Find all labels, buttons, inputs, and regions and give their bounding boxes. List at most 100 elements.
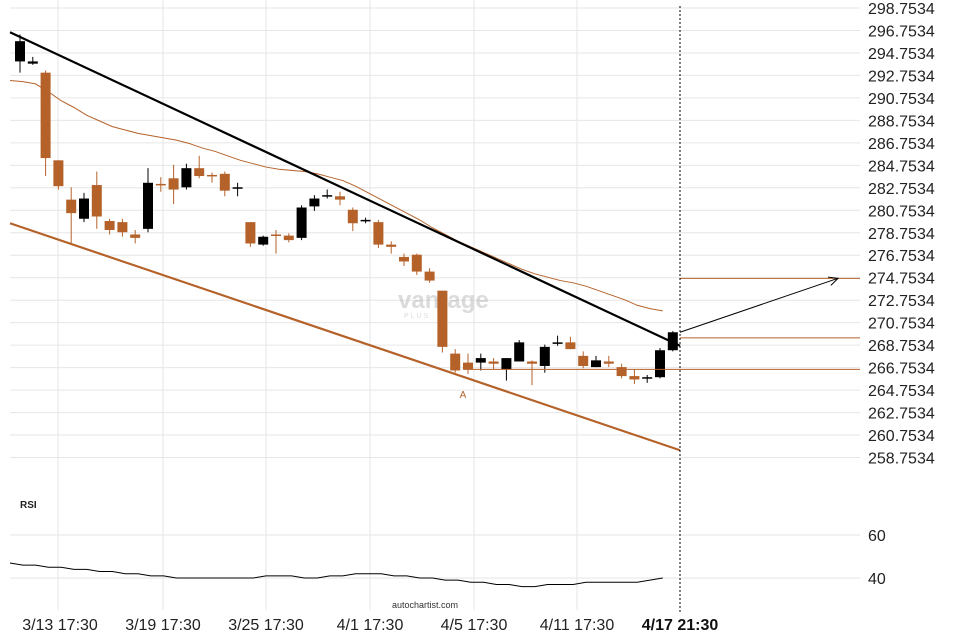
rsi-panel — [9, 562, 663, 588]
y-tick-label: 284.7534 — [868, 158, 935, 175]
candle-body — [104, 221, 115, 230]
candle-body — [207, 174, 217, 177]
candle-body — [488, 361, 499, 364]
candle-body — [40, 72, 51, 159]
x-tick-label: 3/13 17:30 — [22, 617, 98, 634]
candle — [155, 177, 166, 192]
candle-body — [245, 222, 256, 244]
candle — [437, 290, 448, 353]
candle — [143, 168, 153, 233]
candle-body — [155, 183, 166, 186]
candle-body — [168, 178, 179, 190]
candle-body — [283, 235, 294, 241]
y-tick-label: 298.7534 — [868, 1, 935, 18]
candle — [347, 207, 358, 232]
y-tick-label: 296.7534 — [868, 23, 935, 40]
candle-body — [219, 173, 230, 191]
candle — [283, 233, 294, 243]
y-tick-label: 264.7534 — [868, 383, 935, 400]
x-tick-label: 4/1 17:30 — [337, 617, 404, 634]
candle-body — [181, 168, 192, 188]
candle-body — [194, 168, 205, 177]
forecast-arrow — [679, 277, 839, 333]
candle — [578, 351, 589, 369]
moving-average-line — [9, 80, 663, 312]
candle — [271, 229, 281, 254]
y-tick-label: 292.7534 — [868, 68, 935, 85]
candle-body — [66, 199, 77, 214]
watermark-subtext: PLUS — [404, 313, 430, 320]
point-label-a: A — [460, 390, 467, 401]
candle-body — [79, 198, 89, 219]
candle-body — [655, 350, 665, 378]
time-axis: 3/13 17:30 3/19 17:30 3/25 17:30 4/1 17:30 4… — [22, 617, 614, 634]
candle-body — [232, 187, 243, 189]
candle-body — [322, 195, 333, 197]
y-tick-label: 276.7534 — [868, 248, 935, 265]
candle — [207, 172, 217, 183]
candle-body — [552, 342, 563, 344]
candle-body — [347, 209, 358, 224]
x-tick-label: 4/5 17:30 — [441, 617, 508, 634]
candle — [450, 349, 461, 373]
candle — [27, 56, 38, 65]
candle — [411, 253, 422, 275]
candle — [424, 268, 435, 283]
y-tick-label: 278.7534 — [868, 226, 935, 243]
y-tick-label: 262.7534 — [868, 406, 935, 423]
candle — [322, 189, 333, 199]
y-tick-label: 274.7534 — [868, 271, 935, 288]
candle-body — [514, 342, 525, 362]
candle — [66, 187, 77, 244]
candle — [15, 34, 25, 73]
candle-body — [335, 196, 345, 200]
y-tick-label: 258.7534 — [868, 451, 935, 468]
candle — [655, 347, 665, 379]
candle-body — [271, 234, 281, 236]
rsi-line — [9, 562, 663, 588]
candle — [527, 360, 537, 386]
candle-body — [296, 207, 307, 238]
candle — [168, 164, 179, 205]
y-tick-label: 282.7534 — [868, 181, 935, 198]
candle-body — [411, 254, 422, 272]
upper-trend-line — [9, 31, 681, 347]
candle-body — [475, 358, 486, 363]
candle — [296, 205, 307, 241]
current-time-label: 4/17 21:30 — [642, 617, 719, 634]
candle-body — [463, 362, 473, 370]
forecast-arrow-head — [828, 276, 840, 286]
candle-body — [360, 219, 371, 222]
candle-body — [424, 271, 435, 281]
candle — [104, 218, 115, 235]
y-tick-label: 280.7534 — [868, 203, 935, 220]
rsi-label: RSI — [20, 500, 37, 511]
candle-body — [527, 361, 537, 364]
candle — [245, 222, 256, 247]
candle-body — [143, 182, 153, 229]
candle — [642, 374, 653, 383]
candle — [667, 331, 678, 352]
candle-body — [501, 358, 512, 370]
y-tick-label: 294.7534 — [868, 46, 935, 63]
candle — [130, 229, 141, 244]
candle — [309, 195, 320, 211]
y-tick-label: 268.7534 — [868, 338, 935, 355]
candle-body — [578, 355, 589, 366]
candle — [475, 353, 486, 371]
y-tick-label: 272.7534 — [868, 293, 935, 310]
candle — [552, 335, 563, 346]
candle-body — [399, 256, 409, 262]
candle — [488, 358, 499, 370]
candle — [514, 340, 525, 362]
candle-body — [603, 361, 614, 364]
candle-body — [591, 360, 601, 368]
candle — [91, 171, 102, 229]
candle — [40, 70, 51, 177]
y-tick-label: 290.7534 — [868, 91, 935, 108]
y-tick-label: 286.7534 — [868, 136, 935, 153]
attribution: autochartist.com — [392, 600, 458, 610]
y-tick-label: 270.7534 — [868, 316, 935, 333]
grid-lines — [10, 0, 860, 610]
